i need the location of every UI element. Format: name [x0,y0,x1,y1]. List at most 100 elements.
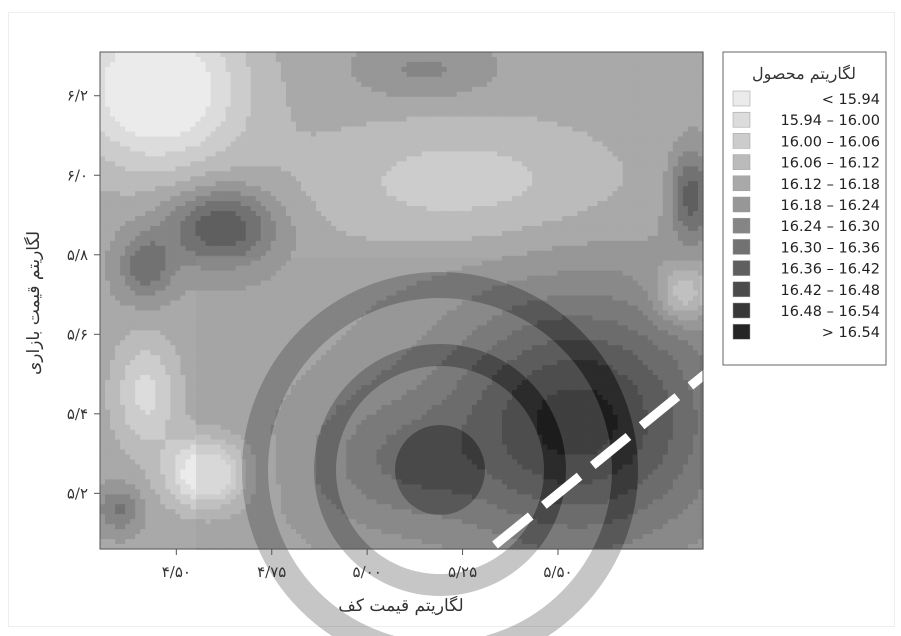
contour-cell [386,126,393,133]
contour-cell [687,186,694,192]
contour-cell [361,141,367,148]
contour-cell [597,66,604,73]
contour-cell [612,156,619,162]
contour-cell [411,111,418,118]
contour-cell [195,240,202,247]
contour-cell [391,216,398,222]
contour-cell [270,235,277,242]
contour-cell [522,151,528,157]
contour-cell [406,216,413,222]
contour-cell [552,121,558,128]
contour-cell [326,91,332,98]
contour-cell [120,206,126,212]
contour-cell [652,71,659,78]
contour-cell [245,101,252,108]
contour-cell [366,106,372,113]
contour-cell [567,250,573,257]
contour-cell [245,181,252,187]
contour-cell [567,71,573,78]
contour-cell [527,206,533,212]
contour-cell [662,181,669,187]
contour-cell [527,220,533,227]
contour-cell [145,245,151,252]
contour-cell [617,191,624,197]
contour-cell [647,101,654,108]
contour-cell [502,186,508,192]
contour-cell [476,86,483,93]
contour-cell [170,255,176,262]
contour-cell [195,230,202,237]
contour-cell [627,81,634,88]
contour-cell [491,196,498,202]
contour-cell [386,76,393,83]
contour-cell [311,76,317,83]
contour-cell [522,121,528,128]
contour-cell [245,146,252,152]
contour-cell [416,86,423,93]
contour-cell [215,255,222,262]
contour-cell [140,56,146,63]
contour-cell [135,131,141,138]
contour-cell [260,176,267,182]
contour-cell [270,52,277,58]
contour-cell [125,61,131,68]
contour-cell [426,250,433,257]
contour-cell [642,91,649,98]
contour-cell [205,91,212,98]
contour-cell [496,111,503,118]
contour-cell [351,136,357,143]
contour-cell [331,191,337,197]
contour-cell [321,181,327,187]
contour-cell [341,176,347,182]
contour-cell [692,141,699,148]
contour-cell [240,255,247,262]
contour-cell [306,96,312,103]
contour-cell [225,166,232,172]
contour-cell [210,81,217,88]
contour-cell [356,220,362,227]
contour-cell [306,166,312,172]
contour-cell [507,66,513,73]
contour-cell [456,225,463,232]
contour-cell [381,96,388,103]
contour-cell [416,96,423,103]
contour-cell [567,201,573,207]
contour-cell [416,131,423,138]
contour-cell [617,66,624,73]
contour-cell [642,166,649,172]
contour-cell [376,211,383,217]
contour-cell [471,106,478,113]
contour-cell [612,220,619,227]
contour-cell [205,131,212,138]
contour-cell [120,86,126,93]
contour-cell [687,191,694,197]
contour-cell [421,151,428,157]
contour-cell [662,61,669,68]
contour-cell [421,76,428,83]
contour-cell [466,56,473,63]
contour-cell [381,166,388,172]
contour-cell [265,191,272,197]
contour-cell [466,255,473,262]
contour-cell [507,131,513,138]
contour-cell [155,196,161,202]
contour-cell [451,81,458,88]
contour-cell [532,76,538,83]
contour-cell [265,96,272,103]
contour-cell [356,166,362,172]
contour-cell [542,136,548,143]
contour-cell [441,156,448,162]
contour-cell [381,52,388,58]
contour-cell [301,161,307,167]
contour-cell [280,196,287,202]
contour-cell [306,161,312,167]
contour-cell [105,91,111,98]
contour-cell [110,240,116,247]
contour-cell [421,161,428,167]
contour-cell [486,191,493,197]
contour-cell [657,250,664,257]
contour-cell [426,81,433,88]
contour-cell [682,220,689,227]
contour-cell [647,76,654,83]
contour-cell [466,230,473,237]
